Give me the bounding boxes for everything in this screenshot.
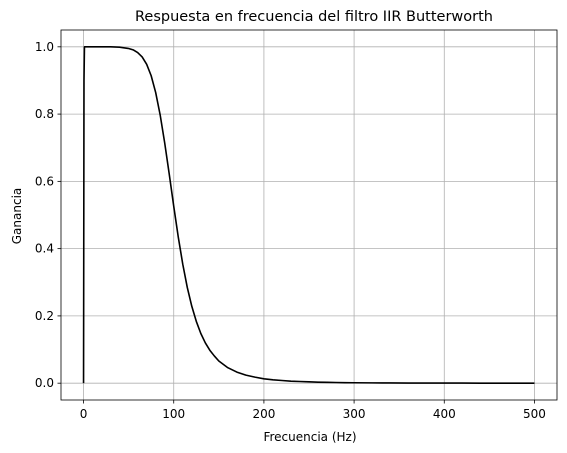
y-tick-label: 0.2 [35, 309, 54, 323]
x-axis-label: Frecuencia (Hz) [263, 430, 356, 444]
y-tick-label: 1.0 [35, 40, 54, 54]
grid-lines [61, 30, 557, 400]
x-tick-label: 500 [523, 407, 546, 421]
y-tick-label: 0.6 [35, 174, 54, 188]
chart-title: Respuesta en frecuencia del filtro IIR B… [135, 9, 493, 25]
y-axis-ticks: 0.0 0.2 0.4 0.6 0.8 1.0 [35, 40, 61, 390]
y-axis-label: Ganancia [10, 188, 24, 245]
x-tick-label: 200 [252, 407, 275, 421]
series-line-gain [84, 47, 535, 383]
y-tick-label: 0.4 [35, 242, 54, 256]
x-axis-ticks: 0 100 200 300 400 500 [80, 400, 546, 421]
y-tick-label: 0.0 [35, 376, 54, 390]
y-tick-label: 0.8 [35, 107, 54, 121]
x-tick-label: 400 [433, 407, 456, 421]
x-tick-label: 0 [80, 407, 88, 421]
plot-frame [61, 30, 557, 400]
x-tick-label: 100 [162, 407, 185, 421]
x-tick-label: 300 [343, 407, 366, 421]
